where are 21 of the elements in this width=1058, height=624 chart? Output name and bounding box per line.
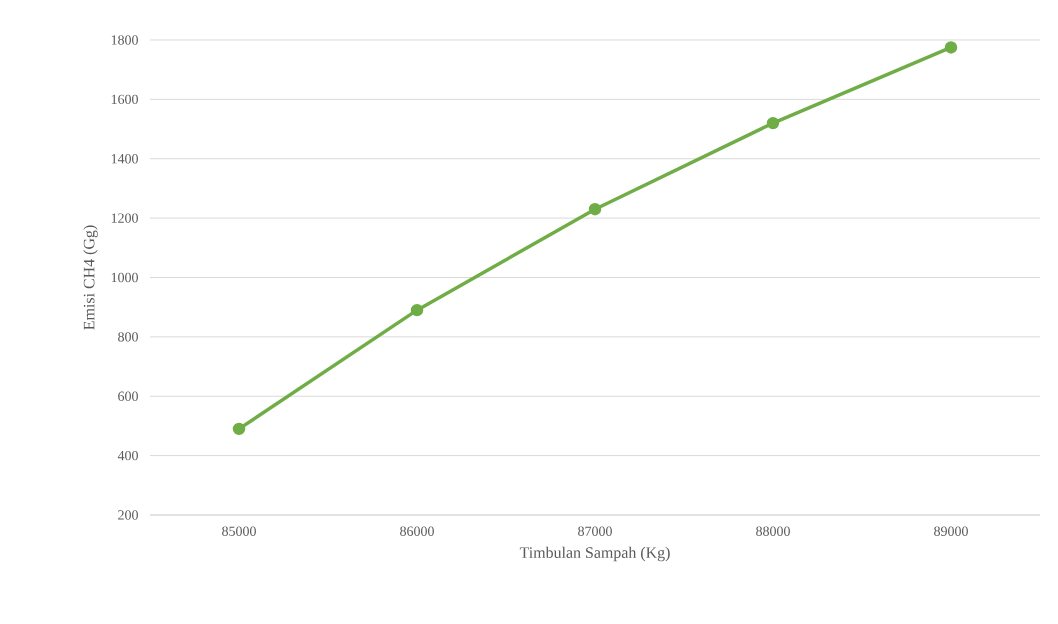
point <box>410 303 424 317</box>
x-tick-label: 89000 <box>934 526 968 536</box>
y-tick-label: 1400 <box>111 154 138 164</box>
y-axis-title: Emisi CH4 (Gg) <box>83 225 98 330</box>
y-tick-label: 400 <box>117 450 138 461</box>
x-tick-label: 85000 <box>222 526 256 536</box>
point <box>232 422 246 436</box>
point <box>766 116 780 130</box>
y-tick-label: 1000 <box>111 272 138 283</box>
y-tick-label: 800 <box>118 332 138 342</box>
y-tick-label: 600 <box>118 391 138 401</box>
y-tick-label: 200 <box>118 510 138 520</box>
x-tick-label: 86000 <box>400 526 434 536</box>
point <box>588 202 602 216</box>
x-tick-label: 88000 <box>756 526 790 536</box>
x-axis-title: Timbulan Sampah (Kg) <box>519 546 670 562</box>
point <box>944 41 958 54</box>
x-tick-label: 87000 <box>578 526 612 536</box>
y-tick-label: 1800 <box>111 35 138 45</box>
y-tick-label: 1600 <box>111 94 138 105</box>
y-tick-label: 1200 <box>111 213 138 223</box>
